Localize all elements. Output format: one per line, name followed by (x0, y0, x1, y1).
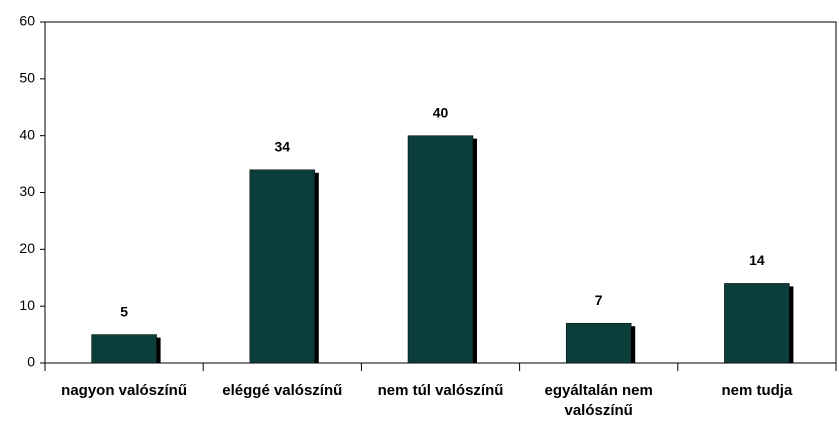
x-tick-label: nem tudja (721, 382, 793, 399)
bar (724, 283, 790, 364)
value-label: 40 (433, 104, 449, 120)
y-tick-label: 40 (19, 126, 35, 142)
x-tick-label: eléggé valószínű (222, 382, 343, 399)
y-tick-label: 50 (19, 70, 35, 86)
value-label: 7 (595, 292, 603, 308)
value-label: 14 (749, 252, 765, 268)
bar (249, 169, 316, 364)
bar (565, 322, 632, 364)
x-tick-label: nem túl valószínű (377, 382, 504, 399)
y-tick-label: 60 (19, 13, 35, 29)
x-tick-label: egyáltalán nem valószínű (544, 382, 653, 419)
y-tick-label: 10 (19, 297, 35, 313)
y-tick-label: 0 (27, 354, 35, 370)
value-label: 5 (120, 303, 128, 319)
bar (407, 135, 474, 364)
value-label: 34 (275, 138, 291, 154)
bar (91, 334, 157, 364)
y-tick-label: 20 (19, 240, 35, 256)
x-tick-label: nagyon valószínű (61, 382, 188, 399)
y-tick-label: 30 (19, 183, 35, 199)
